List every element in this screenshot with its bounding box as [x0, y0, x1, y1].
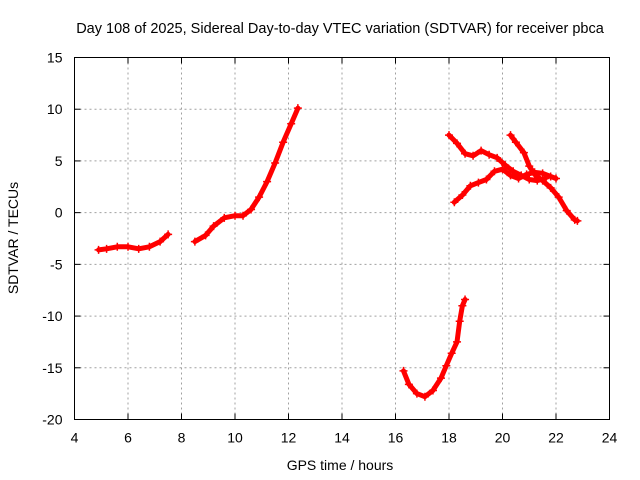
data-point — [447, 349, 456, 358]
data-point — [514, 174, 523, 183]
data-point — [490, 167, 499, 176]
data-point — [501, 161, 510, 170]
x-tick-label: 24 — [602, 430, 618, 446]
data-point — [420, 392, 429, 401]
data-point — [525, 175, 534, 184]
data-point — [293, 104, 302, 113]
data-point — [164, 230, 173, 239]
series-arc-5 — [450, 165, 560, 207]
y-tick-label: 10 — [47, 101, 63, 117]
y-tick-label: 15 — [47, 50, 63, 66]
data-point — [124, 242, 132, 251]
x-tick-label: 22 — [548, 430, 564, 446]
data-point — [190, 237, 199, 246]
data-point — [461, 149, 470, 158]
data-point — [573, 216, 582, 225]
data-point — [436, 374, 445, 383]
data-point — [201, 231, 210, 240]
grid-lines — [74, 57, 610, 420]
data-point — [493, 153, 502, 162]
data-point — [469, 151, 478, 160]
data-point — [450, 198, 459, 207]
data-point — [287, 119, 296, 128]
series-trace — [401, 297, 468, 400]
data-point — [209, 222, 218, 231]
x-tick-label: 20 — [495, 430, 511, 446]
data-point — [458, 301, 467, 310]
series-arc-2 — [190, 104, 302, 246]
data-point — [453, 337, 462, 346]
data-point — [554, 193, 563, 202]
data-point — [522, 170, 531, 179]
data-point — [506, 171, 515, 180]
data-point — [458, 191, 467, 200]
x-axis-label: GPS time / hours — [287, 457, 394, 473]
data-point — [113, 242, 122, 251]
data-point — [145, 242, 154, 251]
data-point — [538, 176, 547, 185]
data-point — [255, 193, 264, 202]
data-point — [562, 206, 571, 215]
series-arc-3 — [399, 295, 470, 401]
data-point — [530, 170, 539, 179]
y-tick-label: -15 — [42, 360, 62, 376]
data-point — [482, 175, 491, 184]
series-arc-6 — [506, 131, 582, 225]
data-point — [412, 389, 421, 398]
data-point — [546, 172, 555, 181]
x-tick-label: 10 — [227, 430, 243, 446]
data-point — [466, 181, 475, 190]
data-point — [498, 165, 507, 174]
y-tick-label: -10 — [42, 308, 62, 324]
data-point — [453, 139, 462, 148]
x-tick-label: 12 — [281, 430, 297, 446]
data-point — [399, 366, 408, 375]
data-point — [511, 138, 520, 147]
data-point — [461, 295, 470, 304]
data-point — [485, 150, 494, 159]
data-point — [94, 245, 103, 254]
y-tick-label: 0 — [55, 205, 63, 221]
x-tick-label: 4 — [71, 430, 79, 446]
y-tick-label: -5 — [50, 256, 63, 272]
data-point — [231, 211, 239, 220]
data-point — [279, 138, 288, 147]
axis-ticks: 4 6 8 10 12 14 16 18 20 22 24 -20 -15 -10 -5 0 5 10 15 — [42, 50, 617, 446]
data-point — [455, 317, 464, 326]
data-series — [94, 104, 582, 401]
data-point — [552, 174, 560, 183]
y-axis-label: SDTVAR / TECUs — [5, 182, 21, 294]
data-point — [546, 183, 555, 192]
data-point — [220, 213, 229, 222]
y-tick-label: -20 — [42, 412, 62, 428]
data-point — [519, 148, 528, 157]
data-point — [156, 237, 165, 246]
chart-title: Day 108 of 2025, Sidereal Day-to-day VTE… — [76, 21, 605, 37]
x-tick-label: 18 — [441, 430, 457, 446]
series-arc-1 — [94, 230, 173, 254]
data-point — [506, 131, 515, 140]
data-point — [134, 244, 143, 253]
data-point — [538, 169, 547, 178]
data-point — [477, 146, 486, 155]
data-point — [474, 178, 483, 187]
data-point — [442, 361, 451, 370]
data-point — [102, 244, 111, 253]
x-tick-label: 14 — [334, 430, 350, 446]
x-tick-label: 8 — [178, 430, 186, 446]
data-point — [239, 211, 248, 220]
data-point — [404, 380, 413, 389]
series-trace — [192, 105, 301, 245]
data-point — [263, 177, 272, 186]
y-tick-label: 5 — [55, 153, 63, 169]
data-point — [247, 205, 256, 214]
data-point — [445, 131, 453, 140]
data-point — [428, 386, 437, 395]
x-tick-label: 16 — [388, 430, 404, 446]
data-point — [525, 162, 534, 171]
x-tick-label: 6 — [124, 430, 132, 446]
data-point — [271, 158, 280, 167]
